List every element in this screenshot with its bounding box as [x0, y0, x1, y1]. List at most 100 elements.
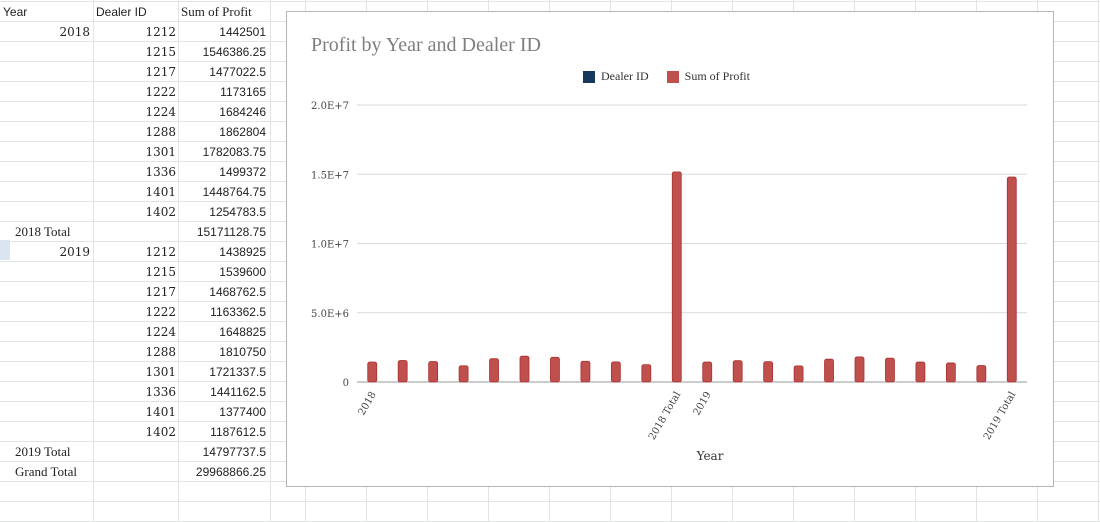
- row-dealer-id[interactable]: 1401: [145, 185, 176, 199]
- row-year[interactable]: [3, 342, 90, 362]
- header-sum-of-profit[interactable]: Sum of Profit: [181, 4, 252, 19]
- legend-label-sum-of-profit: Sum of Profit: [684, 69, 750, 83]
- row-dealer-id[interactable]: 1215: [145, 45, 176, 59]
- row-year[interactable]: [3, 402, 90, 422]
- sheet-column-border: [270, 0, 271, 522]
- sheet-row-border: [0, 101, 270, 102]
- row-sum-of-profit[interactable]: 15171128.75: [196, 225, 266, 239]
- row-dealer-id[interactable]: 1402: [145, 205, 176, 219]
- row-sum-of-profit[interactable]: 1438925: [219, 245, 266, 259]
- sheet-row-border: [0, 141, 270, 142]
- row-dealer-id[interactable]: 1288: [145, 345, 176, 359]
- row-dealer-id[interactable]: 1336: [145, 165, 176, 179]
- row-year[interactable]: [3, 362, 90, 382]
- sheet-row-border: [0, 241, 270, 242]
- row-year[interactable]: [3, 382, 90, 402]
- row-sum-of-profit[interactable]: 1448764.75: [202, 185, 266, 199]
- row-sum-of-profit[interactable]: 1254783.5: [209, 205, 266, 219]
- row-sum-of-profit[interactable]: 1442501: [219, 25, 266, 39]
- row-year[interactable]: [3, 82, 90, 102]
- sheet-row-border: [0, 1, 270, 2]
- row-dealer-id[interactable]: 1288: [145, 125, 176, 139]
- row-sum-of-profit[interactable]: 1441162.5: [210, 385, 266, 399]
- row-dealer-id[interactable]: 1301: [145, 365, 176, 379]
- x-tick-label: 2019: [692, 390, 714, 418]
- selected-cell-marker: [0, 240, 10, 260]
- row-year[interactable]: [3, 162, 90, 182]
- plot-area: 0 5.0E+6 1.0E+7 1.5E+7 2.0E+7 2018 2018 Total 2…: [311, 101, 1027, 463]
- row-sum-of-profit[interactable]: 1782083.75: [202, 145, 266, 159]
- row-year[interactable]: [3, 142, 90, 162]
- y-tick-label: 1.5E+7: [311, 170, 349, 181]
- row-year[interactable]: [3, 62, 90, 82]
- row-year[interactable]: [3, 182, 90, 202]
- row-sum-of-profit[interactable]: 1173165: [220, 85, 266, 99]
- row-dealer-id[interactable]: [96, 442, 176, 462]
- row-sum-of-profit[interactable]: 1477022.5: [209, 65, 266, 79]
- row-sum-of-profit[interactable]: 1684246: [219, 105, 266, 119]
- row-dealer-id[interactable]: 1212: [145, 25, 176, 39]
- row-dealer-id[interactable]: 1217: [145, 285, 176, 299]
- row-dealer-id[interactable]: 1222: [145, 85, 176, 99]
- row-year[interactable]: [3, 282, 90, 302]
- bar: [428, 361, 439, 383]
- row-sum-of-profit[interactable]: 1468762.5: [209, 285, 266, 299]
- row-year[interactable]: [3, 102, 90, 122]
- row-dealer-id[interactable]: 1301: [145, 145, 176, 159]
- row-sum-of-profit[interactable]: 1862804: [219, 125, 266, 139]
- chart-title: Profit by Year and Dealer ID: [311, 34, 541, 56]
- row-year[interactable]: [3, 322, 90, 342]
- sheet-row-border: [0, 181, 270, 182]
- row-dealer-id[interactable]: 1212: [145, 245, 176, 259]
- bar: [610, 361, 621, 383]
- sheet-row-border: [0, 41, 270, 42]
- row-dealer-id[interactable]: 1222: [145, 305, 176, 319]
- row-sum-of-profit[interactable]: 1539600: [219, 265, 266, 279]
- sheet-row-border: [0, 341, 270, 342]
- bar: [824, 358, 834, 383]
- x-axis-title: Year: [696, 449, 724, 463]
- row-year[interactable]: 2019: [59, 245, 90, 259]
- row-sum-of-profit[interactable]: 1648825: [219, 325, 266, 339]
- row-sum-of-profit[interactable]: 1721337.5: [209, 365, 266, 379]
- row-dealer-id[interactable]: [96, 222, 176, 242]
- legend-swatch-sum-of-profit: [666, 70, 679, 83]
- row-year[interactable]: 2018: [59, 25, 90, 39]
- header-year[interactable]: Year: [3, 5, 28, 19]
- row-year[interactable]: [3, 262, 90, 282]
- row-dealer-id[interactable]: [96, 462, 176, 482]
- row-sum-of-profit[interactable]: 29968866.25: [195, 465, 266, 479]
- row-dealer-id[interactable]: 1224: [145, 105, 176, 119]
- row-dealer-id[interactable]: 1336: [145, 385, 176, 399]
- row-dealer-id[interactable]: 1402: [145, 425, 176, 439]
- y-tick-label: 2.0E+7: [311, 101, 349, 112]
- row-dealer-id[interactable]: 1215: [145, 265, 176, 279]
- row-sum-of-profit[interactable]: 1187612.5: [210, 425, 266, 439]
- row-year[interactable]: [3, 202, 90, 222]
- row-total-label[interactable]: 2019 Total: [15, 444, 71, 459]
- legend-swatch-dealer-id: [583, 70, 595, 83]
- legend-label-dealer-id: Dealer ID: [601, 69, 649, 83]
- bar: [945, 362, 956, 383]
- row-sum-of-profit[interactable]: 14797737.5: [202, 445, 266, 459]
- row-year[interactable]: [3, 122, 90, 142]
- row-sum-of-profit[interactable]: 1163362.5: [210, 305, 266, 319]
- row-total-label[interactable]: Grand Total: [15, 464, 78, 479]
- row-year[interactable]: [3, 302, 90, 322]
- header-dealer-id[interactable]: Dealer ID: [96, 5, 147, 19]
- row-sum-of-profit[interactable]: 1546386.25: [202, 45, 266, 59]
- row-dealer-id[interactable]: 1224: [145, 325, 176, 339]
- sheet-row-border: [0, 381, 270, 382]
- row-year[interactable]: [3, 42, 90, 62]
- bar: [976, 365, 987, 383]
- sheet-row-border: [0, 21, 270, 22]
- row-sum-of-profit[interactable]: 1499372: [219, 165, 266, 179]
- row-sum-of-profit[interactable]: 1810750: [219, 345, 266, 359]
- chart-panel[interactable]: Profit by Year and Dealer ID Dealer ID S…: [286, 11, 1054, 487]
- row-sum-of-profit[interactable]: 1377400: [219, 405, 266, 419]
- row-year[interactable]: [3, 422, 90, 442]
- row-dealer-id[interactable]: 1217: [145, 65, 176, 79]
- row-total-label[interactable]: 2018 Total: [15, 224, 71, 239]
- row-dealer-id[interactable]: 1401: [145, 405, 176, 419]
- bar: [702, 361, 713, 383]
